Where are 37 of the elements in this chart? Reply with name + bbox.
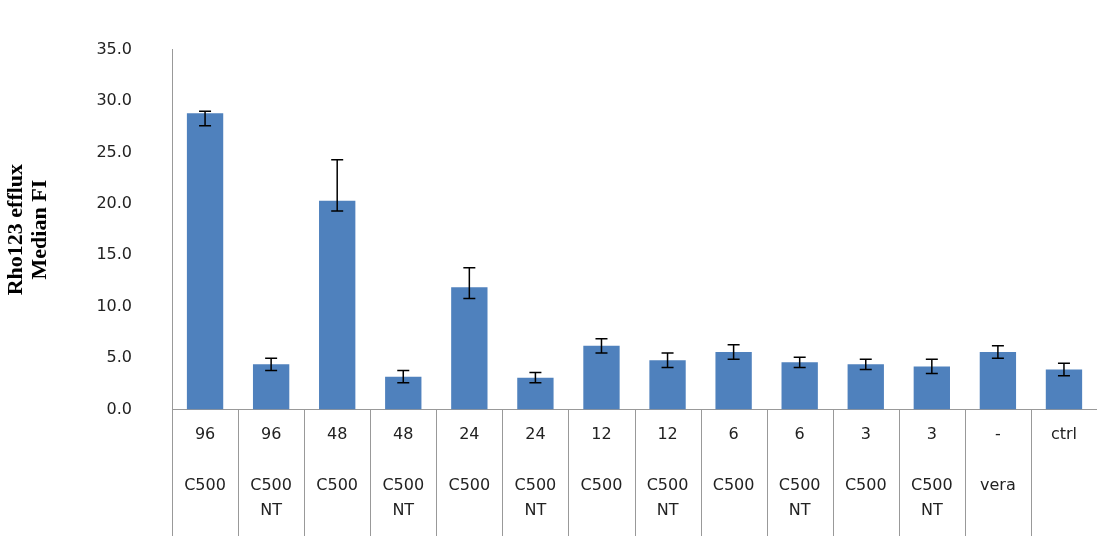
bar	[385, 376, 422, 410]
category-label: - vera	[980, 423, 1016, 494]
bar	[715, 352, 752, 410]
y-tick-label: 10.0	[96, 295, 133, 315]
category-label: 6 C500 NT	[778, 423, 821, 520]
category-label: 96 C500 NT	[250, 423, 292, 520]
category-label: 3 C500	[844, 423, 887, 494]
bar	[979, 352, 1017, 410]
y-tick-label: 0.0	[106, 398, 133, 418]
bar	[517, 377, 554, 410]
y-tick-label: 35.0	[96, 38, 133, 58]
y-tick-label: 20.0	[96, 193, 133, 213]
category-label: 12 C500	[580, 423, 623, 494]
x-tick-label: ctrl	[1050, 423, 1078, 443]
bar	[781, 362, 818, 410]
bar	[319, 200, 356, 410]
category-label: 24 C500	[448, 423, 491, 494]
y-tick-label: 5.0	[106, 347, 133, 367]
y-tick-label: 30.0	[96, 90, 133, 110]
y-tick-label: 25.0	[96, 141, 133, 161]
y-tick-label: 15.0	[96, 244, 133, 264]
category-label: 3 C500 NT	[910, 423, 953, 520]
bar	[1045, 369, 1083, 410]
bar	[649, 360, 686, 410]
bar	[252, 364, 290, 410]
bar	[583, 345, 620, 410]
category-label: 12 C500 NT	[646, 423, 689, 520]
y-axis-title: Rho123 efflux Median FI	[1, 163, 51, 296]
category-label: 6 C500	[712, 423, 755, 494]
bar	[186, 113, 224, 410]
category-label: 48 C500 NT	[382, 423, 425, 520]
category-label: 48 C500	[316, 423, 359, 494]
bar	[913, 366, 950, 410]
category-label: 96 C500	[184, 423, 226, 494]
bar	[847, 364, 884, 410]
category-label: 24 C500 NT	[514, 423, 557, 520]
bar	[451, 287, 488, 410]
